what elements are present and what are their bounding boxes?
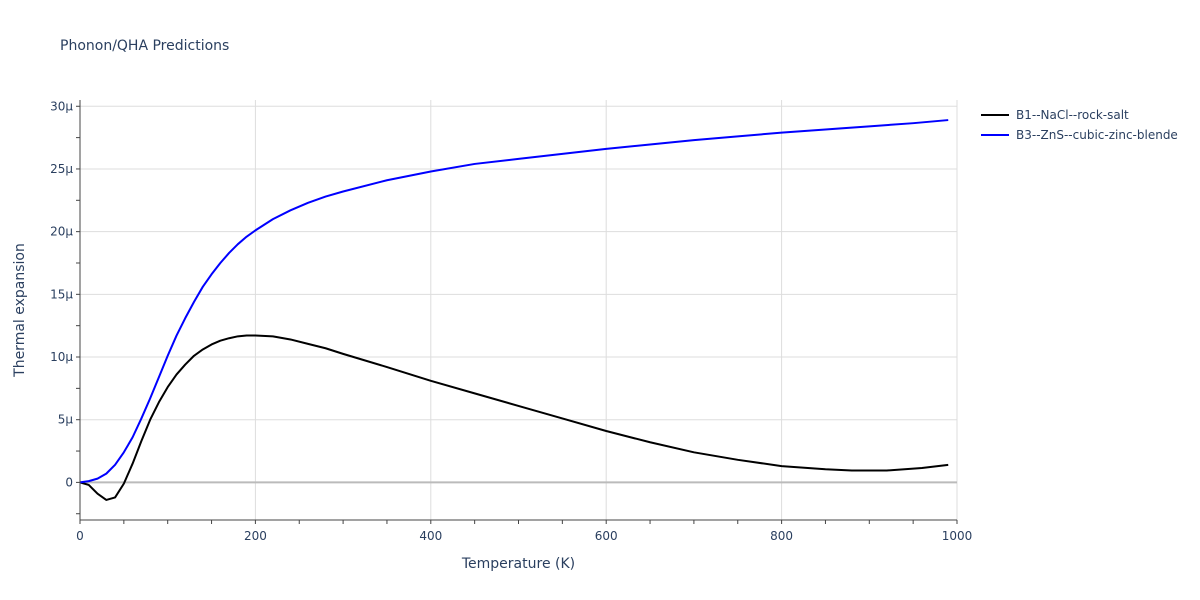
series-line-2[interactable] xyxy=(79,119,949,484)
legend-label: B1--NaCl--rock-salt xyxy=(1016,108,1129,122)
grid-layer xyxy=(80,100,958,520)
x-tick-label: 1000 xyxy=(942,529,973,543)
tick-layer: 0 200 400 600 800 1000 0 5μ 10μ 15μ 20μ 25μ 30μ xyxy=(50,99,972,543)
y-tick-label: 5μ xyxy=(58,413,74,427)
x-tick-label: 400 xyxy=(419,529,442,543)
legend-item[interactable]: B1--NaCl--rock-salt xyxy=(981,108,1129,122)
y-tick-label: 30μ xyxy=(50,99,73,113)
series-layer xyxy=(79,119,949,501)
legend-item[interactable]: B3--ZnS--cubic-zinc-blende xyxy=(981,128,1178,142)
y-tick-label: 0 xyxy=(65,475,73,489)
y-tick-label: 15μ xyxy=(50,287,73,301)
x-tick-label: 200 xyxy=(244,529,267,543)
chart-title: Phonon/QHA Predictions xyxy=(60,38,229,54)
legend-label: B3--ZnS--cubic-zinc-blende xyxy=(1016,128,1178,142)
y-tick-label: 25μ xyxy=(50,162,73,176)
y-axis-title: Thermal expansion xyxy=(12,243,28,378)
x-axis-title: Temperature (K) xyxy=(461,556,575,572)
y-tick-label: 10μ xyxy=(50,350,73,364)
y-tick-label: 20μ xyxy=(50,225,73,239)
legend[interactable]: B1--NaCl--rock-salt B3--ZnS--cubic-zinc-b… xyxy=(981,108,1178,142)
x-tick-label: 600 xyxy=(595,529,618,543)
x-tick-label: 800 xyxy=(770,529,793,543)
series-line-1[interactable] xyxy=(79,334,949,501)
x-tick-label: 0 xyxy=(76,529,84,543)
